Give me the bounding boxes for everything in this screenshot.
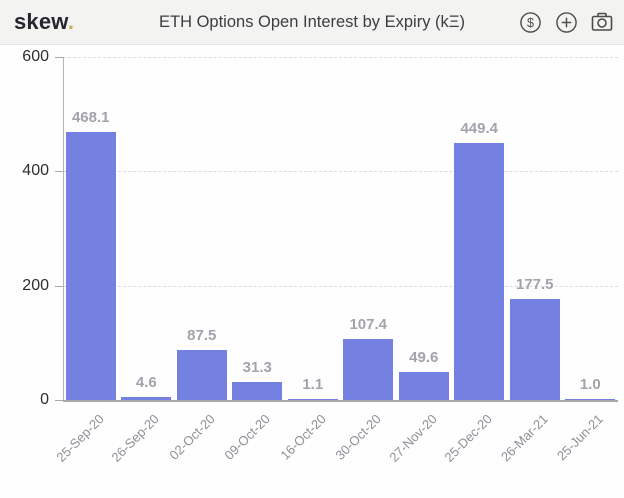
bar-27-Nov-20[interactable] [398,371,449,400]
x-axis-line [63,400,618,402]
bar-value-label: 31.3 [242,359,272,377]
bar-value-label: 1.0 [579,376,601,393]
skew-logo[interactable]: skew. [14,9,74,35]
bar-value-label: 468.1 [71,109,110,127]
y-axis-tick [55,285,63,287]
bar-value-label: 87.5 [187,326,217,344]
skew-logo-text: skew [14,9,68,34]
y-axis-tick [55,400,63,401]
y-axis-tick-label: 200 [22,276,49,294]
gridline-400 [63,171,618,173]
bar-26-Mar-21[interactable] [509,298,560,400]
currency-dollar-icon[interactable]: $ [518,10,542,34]
bar-25-Sep-20[interactable] [65,132,116,400]
bar-value-label: 177.5 [515,275,554,293]
y-axis-tick-label: 600 [22,48,49,65]
y-axis-tick-label: 0 [40,391,49,408]
bar-value-label: 4.6 [135,374,157,392]
bar-16-Oct-20[interactable] [287,399,338,400]
gridline-200 [63,285,618,287]
bar-02-Oct-20[interactable] [176,349,227,400]
y-axis-line [63,57,64,400]
bar-25-Jun-21[interactable] [565,399,616,400]
header: skew. ETH Options Open Interest by Expir… [0,0,624,45]
bar-30-Oct-20[interactable] [343,338,394,400]
y-axis-tick-label: 400 [22,162,49,180]
bar-value-label: 107.4 [349,315,388,333]
bar-25-Dec-20[interactable] [454,143,505,400]
bar-chart: 0 200 400 600 468.1 25-Sep-20 4.6 26-Sep-20 87.5… [0,45,624,498]
bar-value-label: 49.6 [409,348,439,366]
bar-value-label: 1.1 [302,376,324,393]
y-axis-tick [55,57,63,58]
gridline-600 [63,57,618,58]
skew-logo-dot: . [67,9,75,34]
bar-09-Oct-20[interactable] [232,382,283,400]
header-toolbar: $ [518,0,614,44]
svg-text:$: $ [527,15,534,29]
plus-circle-icon[interactable] [554,10,578,34]
camera-icon[interactable] [590,10,614,34]
bar-26-Sep-20[interactable] [121,397,172,400]
y-axis-tick [55,171,63,173]
bar-value-label: 449.4 [460,120,499,138]
